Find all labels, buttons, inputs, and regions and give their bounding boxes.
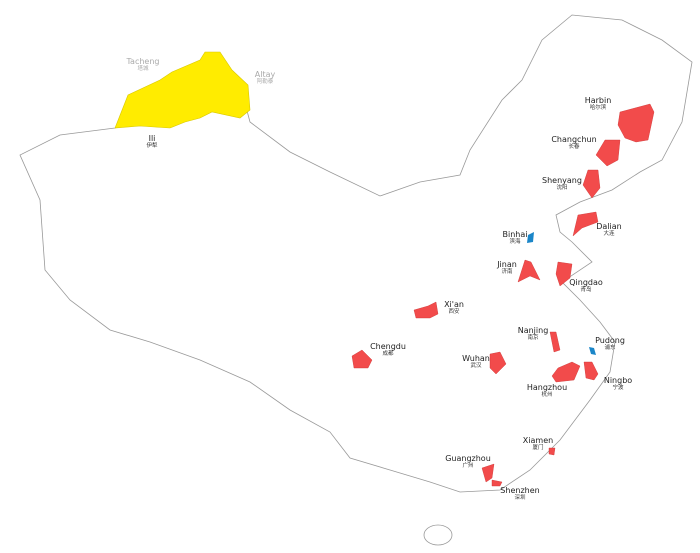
label-qingdao: Qingdao 青岛 — [569, 278, 603, 294]
label-chengdu: Chengdu 成都 — [370, 342, 406, 358]
region-shenzhen — [491, 479, 503, 487]
region-xiamen — [548, 447, 556, 456]
region-jinan — [517, 259, 541, 283]
special-regions — [527, 232, 596, 355]
label-pudong: Pudong 浦东 — [595, 336, 625, 352]
label-dalian: Dalian 大连 — [596, 222, 622, 238]
label-nanjing: Nanjing 南京 — [517, 326, 549, 342]
new-area-regions — [351, 103, 655, 487]
region-shenyang — [582, 169, 601, 199]
label-changchun: Changchun 长春 — [551, 135, 597, 151]
china-outline — [19, 14, 693, 493]
region-hangzhou — [551, 361, 581, 383]
label-harbin: Harbin 哈尔滨 — [584, 96, 612, 112]
region-guangzhou — [481, 463, 495, 483]
region-binhai — [527, 232, 534, 243]
label-binhai: Binhai 滨海 — [502, 230, 528, 246]
label-shenzhen: Shenzhen 深圳 — [500, 486, 540, 502]
region-nanjing — [549, 331, 561, 353]
region-changchun — [595, 139, 621, 167]
hainan-island — [423, 524, 453, 546]
label-wuhan: Wuhan 武汉 — [462, 354, 490, 370]
region-qingdao — [555, 261, 573, 287]
region-ningbo — [583, 361, 599, 381]
label-shenyang: Shenyang 沈阳 — [542, 176, 582, 192]
label-guangzhou: Guangzhou 广州 — [445, 454, 491, 470]
label-tacheng: Tacheng 塔城 — [126, 57, 160, 73]
region-dalian — [572, 211, 599, 237]
label-hangzhou: Hangzhou 杭州 — [526, 383, 568, 399]
region-xian — [413, 301, 439, 319]
region-ili-tacheng-altay — [114, 51, 251, 129]
region-harbin — [617, 103, 655, 143]
region-pudong — [589, 347, 596, 355]
region-wuhan — [489, 351, 507, 375]
label-ningbo: Ningbo 宁波 — [603, 376, 633, 392]
label-jinan: Jinan 济南 — [497, 260, 517, 276]
label-xiamen: Xiamen 厦门 — [522, 436, 554, 452]
label-ili: Ili 伊犁 — [146, 134, 158, 150]
label-altay: Altay 阿勒泰 — [254, 70, 276, 86]
label-xian: Xi'an 西安 — [444, 300, 464, 316]
region-chengdu — [351, 349, 373, 369]
